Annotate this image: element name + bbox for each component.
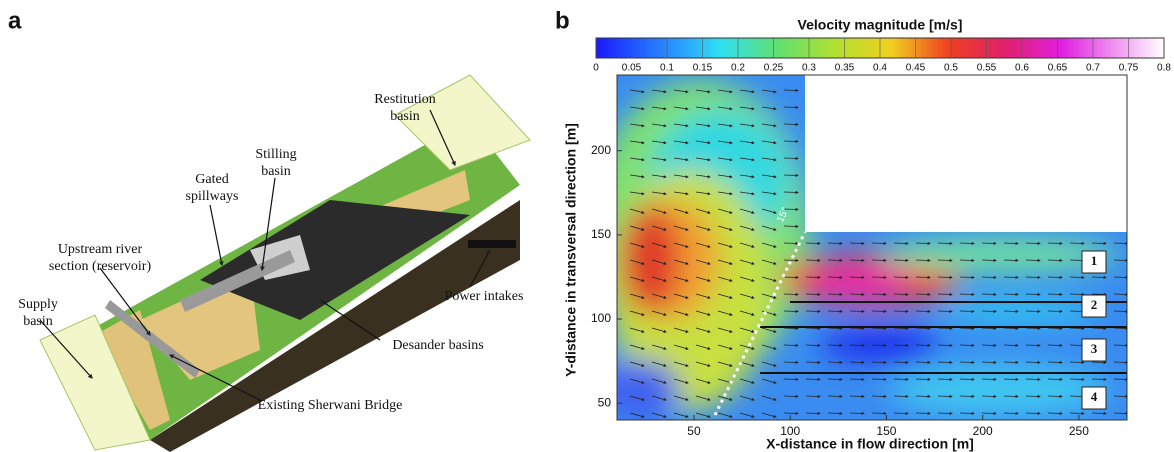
y-axis-label: Y-distance in transversal direction [m] bbox=[563, 123, 579, 377]
colorbar-title: Velocity magnitude [m/s] bbox=[798, 17, 963, 33]
callout-label: section (reservoir) bbox=[49, 259, 152, 274]
colorbar-tick-label: 0.45 bbox=[906, 63, 926, 74]
channel-label: 1 bbox=[1091, 253, 1098, 268]
colorbar-tick-label: 0.25 bbox=[764, 63, 784, 74]
colorbar-tick-label: 0.1 bbox=[660, 63, 674, 74]
callout-label: basin bbox=[261, 164, 291, 179]
callout-label: basin bbox=[390, 109, 420, 124]
callout-label: Existing Sherwani Bridge bbox=[258, 398, 403, 413]
channel-label: 3 bbox=[1091, 341, 1098, 356]
callout-label: Stilling bbox=[255, 147, 296, 162]
callout-label: Restitution bbox=[374, 92, 435, 107]
colorbar-tick-label: 0.15 bbox=[693, 63, 713, 74]
callout-label: Supply bbox=[18, 297, 58, 312]
colorbar-tick-label: 0.5 bbox=[944, 63, 958, 74]
callout-label: Power intakes bbox=[445, 289, 524, 304]
x-axis-label: X-distance in flow direction [m] bbox=[766, 436, 974, 452]
x-tick-label: 250 bbox=[1069, 424, 1089, 438]
colorbar-tick-label: 0.55 bbox=[977, 63, 997, 74]
panel-letter: a bbox=[8, 7, 22, 34]
channel-label: 4 bbox=[1091, 389, 1098, 404]
y-tick-label: 100 bbox=[591, 311, 611, 325]
colorbar-tick-label: 0.2 bbox=[731, 63, 745, 74]
y-tick-label: 50 bbox=[598, 395, 612, 409]
colorbar-tick-label: 0.8 bbox=[1157, 63, 1171, 74]
colorbar-tick-label: 0.7 bbox=[1086, 63, 1100, 74]
colorbar-tick-label: 0.4 bbox=[873, 63, 887, 74]
figure: a Restitution basin Stilling basin Gated spil… bbox=[0, 0, 1174, 452]
velocity-field bbox=[590, 75, 1128, 420]
x-tick-label: 200 bbox=[973, 424, 993, 438]
channel-label: 2 bbox=[1091, 297, 1098, 312]
y-tick-label: 150 bbox=[591, 227, 611, 241]
y-tick-label: 200 bbox=[591, 143, 611, 157]
callout-label: spillways bbox=[186, 189, 239, 204]
callout-label: basin bbox=[23, 314, 53, 329]
callout-arrow bbox=[210, 205, 222, 265]
colorbar-tick-label: 0 bbox=[593, 63, 599, 74]
x-tick-label: 50 bbox=[687, 424, 701, 438]
callout-label: Gated bbox=[195, 172, 228, 187]
callout-label: Desander basins bbox=[392, 338, 483, 353]
colorbar-tick-label: 0.75 bbox=[1119, 63, 1139, 74]
colorbar-tick-label: 0.65 bbox=[1048, 63, 1068, 74]
callout-label: Upstream river bbox=[58, 242, 143, 257]
colorbar-tick-label: 0.3 bbox=[802, 63, 816, 74]
panel-letter: b bbox=[555, 7, 570, 34]
colorbar-tick-label: 0.35 bbox=[835, 63, 855, 74]
colorbar-tick-label: 0.6 bbox=[1015, 63, 1029, 74]
colorbar-tick-label: 0.05 bbox=[622, 63, 642, 74]
